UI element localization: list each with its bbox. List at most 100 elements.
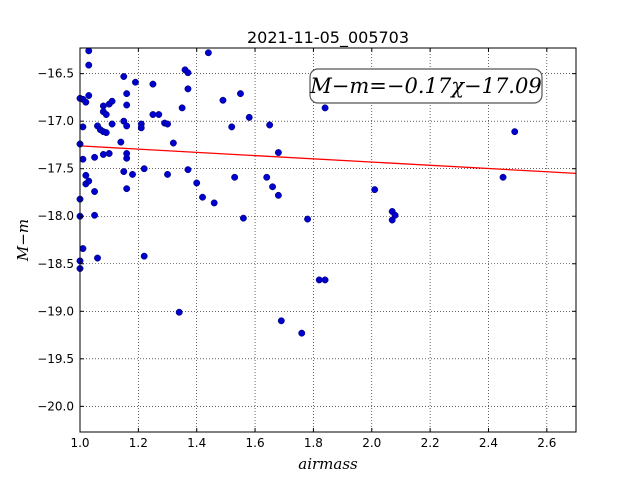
data-point (85, 92, 93, 99)
data-point (82, 171, 90, 179)
data-point (91, 153, 99, 161)
annotation-frame (309, 68, 543, 104)
data-point (315, 276, 323, 284)
data-point (149, 111, 157, 118)
data-point (199, 193, 206, 201)
data-point (85, 61, 93, 69)
data-point (239, 214, 247, 222)
data-point (184, 69, 192, 77)
data-point (269, 183, 277, 191)
data-point (164, 120, 171, 128)
data-point (511, 128, 519, 136)
plot-frame (79, 47, 577, 433)
data-point (123, 122, 131, 130)
data-point (102, 111, 110, 118)
y-tick-label: −20.0 (37, 399, 74, 413)
x-tick-label: 1.6 (246, 436, 265, 450)
data-point (178, 104, 186, 112)
data-point (175, 308, 183, 316)
data-point (79, 155, 87, 163)
data-point (85, 177, 93, 185)
data-point (149, 80, 157, 88)
data-point (131, 78, 139, 86)
data-point (237, 90, 244, 98)
data-point (263, 173, 271, 181)
plot-background (80, 48, 576, 432)
data-point (82, 98, 90, 106)
data-point (274, 149, 282, 157)
x-tick-label: 2.4 (479, 436, 498, 450)
data-point (140, 165, 148, 173)
data-point (164, 170, 171, 178)
data-point (123, 101, 131, 109)
data-point (123, 185, 131, 193)
data-point (120, 168, 128, 176)
data-point (321, 104, 329, 112)
data-point (321, 276, 329, 284)
data-point (79, 245, 87, 253)
data-point (228, 123, 236, 131)
data-point (117, 138, 125, 146)
y-tick-label: −16.5 (37, 67, 74, 81)
y-tick-label: −17.0 (37, 114, 74, 128)
fit-line (79, 145, 577, 175)
data-point (266, 121, 274, 129)
data-point (120, 73, 128, 80)
y-tick-label: −19.0 (37, 304, 74, 318)
data-point (99, 151, 107, 158)
data-point (102, 129, 110, 137)
data-point (123, 90, 131, 98)
data-point (298, 329, 306, 337)
fit-line-group (79, 145, 577, 175)
data-point (137, 124, 145, 132)
data-point (94, 254, 101, 262)
x-tick-label: 1.2 (129, 436, 148, 450)
data-point (184, 166, 192, 174)
ticks: 1.0 1.2 1.4 1.6 1.8 2.0 2.2 2.4 2.6 −16.5 −17.0 −17… (37, 48, 576, 450)
data-point (123, 154, 131, 162)
data-point (105, 150, 113, 157)
data-point (155, 111, 163, 118)
data-point (499, 173, 507, 181)
scatter-points (76, 47, 519, 337)
data-point (277, 317, 285, 325)
data-point (274, 191, 282, 199)
data-point (169, 139, 177, 147)
data-point (210, 199, 218, 207)
data-point (231, 173, 239, 181)
x-axis-label: airmass (298, 455, 358, 473)
data-point (391, 211, 399, 219)
data-point (245, 113, 253, 121)
annotation-box: M−m=−0.17χ−17.09 (309, 68, 543, 104)
data-point (91, 211, 99, 219)
plot-area: 1.0 1.2 1.4 1.6 1.8 2.0 2.2 2.4 2.6 −16.5 −17.0 −17… (37, 47, 577, 450)
x-tick-label: 1.4 (187, 436, 206, 450)
data-point (204, 49, 212, 57)
data-point (371, 186, 379, 194)
y-tick-label: −17.5 (37, 162, 74, 176)
y-tick-label: −18.0 (37, 209, 74, 223)
data-point (184, 85, 192, 93)
y-tick-label: −18.5 (37, 257, 74, 271)
data-point (129, 170, 136, 178)
data-point (140, 252, 148, 260)
x-tick-label: 2.2 (421, 436, 440, 450)
x-tick-label: 2.0 (362, 436, 381, 450)
chart-title: 2021-11-05_005703 (247, 28, 409, 48)
data-point (193, 179, 201, 187)
data-point (99, 102, 107, 110)
y-tick-label: −19.5 (37, 352, 74, 366)
x-tick-label: 1.8 (304, 436, 323, 450)
data-point (219, 96, 227, 104)
data-point (108, 97, 116, 105)
data-point (79, 123, 87, 131)
data-point (85, 47, 93, 55)
y-axis-label: M−m (14, 219, 32, 262)
x-tick-label: 1.0 (70, 436, 89, 450)
fit-annotation: M−m=−0.17χ−17.09 (309, 74, 541, 98)
x-tick-label: 2.6 (537, 436, 556, 450)
data-point (91, 188, 99, 195)
data-point (304, 215, 312, 223)
data-point (108, 120, 116, 128)
